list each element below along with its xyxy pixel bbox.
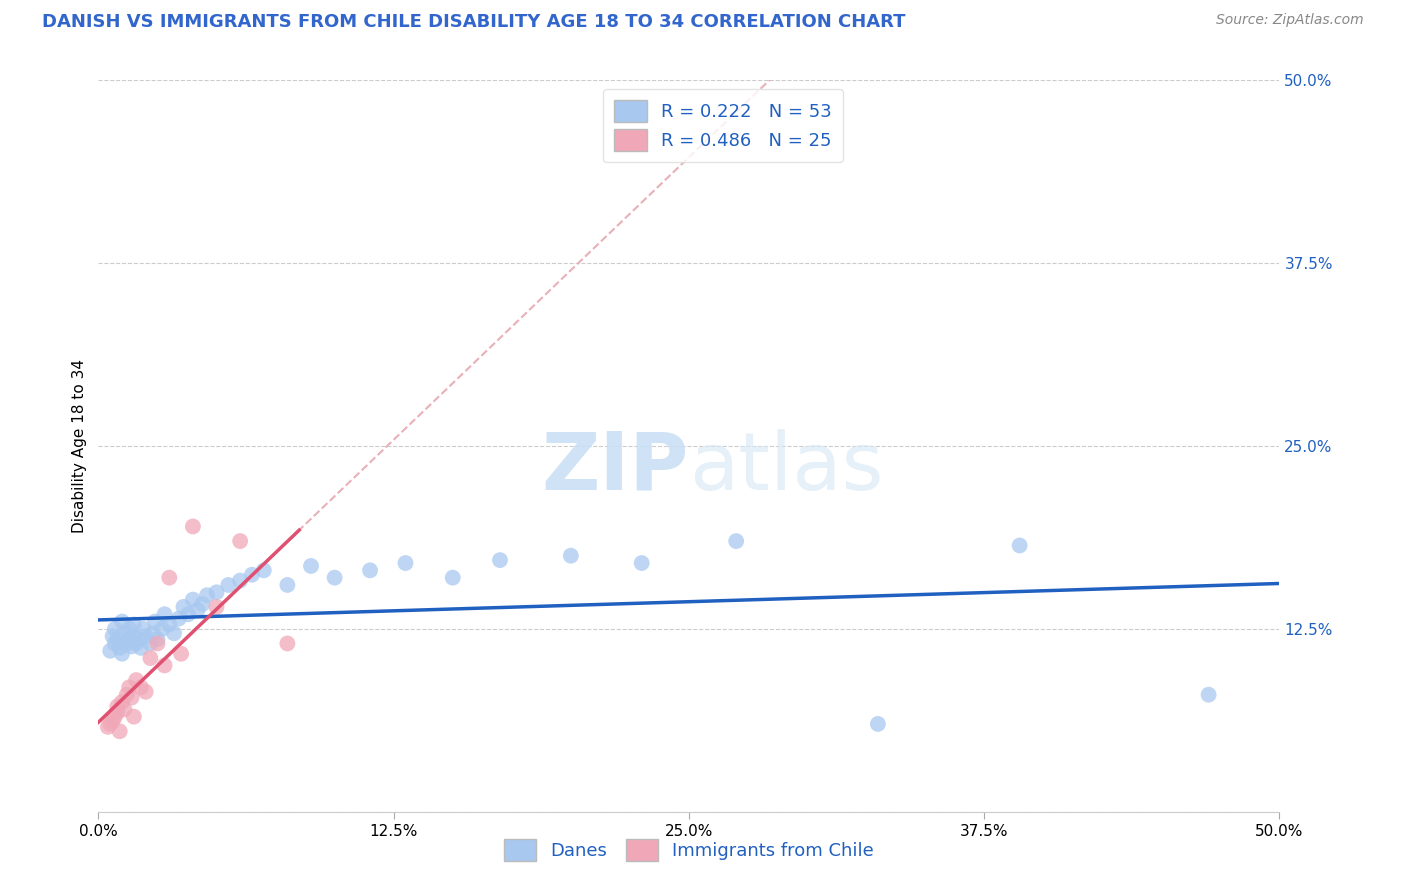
Point bbox=[104, 636, 127, 650]
Point bbox=[195, 588, 218, 602]
Point bbox=[441, 571, 464, 585]
Point bbox=[205, 585, 228, 599]
Point bbox=[135, 685, 157, 699]
Point bbox=[560, 549, 582, 563]
Point bbox=[146, 636, 169, 650]
Point bbox=[276, 636, 298, 650]
Point bbox=[118, 622, 141, 636]
Point bbox=[105, 699, 128, 714]
Y-axis label: Disability Age 18 to 34: Disability Age 18 to 34 bbox=[72, 359, 87, 533]
Point bbox=[112, 702, 135, 716]
Point bbox=[163, 626, 186, 640]
Point bbox=[323, 571, 346, 585]
Point bbox=[125, 636, 148, 650]
Point bbox=[725, 534, 748, 549]
Point bbox=[217, 578, 239, 592]
Point bbox=[489, 553, 512, 567]
Point bbox=[129, 681, 152, 695]
Text: atlas: atlas bbox=[689, 429, 883, 507]
Point bbox=[229, 534, 252, 549]
Point bbox=[187, 603, 209, 617]
Point bbox=[118, 632, 141, 646]
Text: Source: ZipAtlas.com: Source: ZipAtlas.com bbox=[1216, 13, 1364, 28]
Point bbox=[97, 720, 120, 734]
Point bbox=[122, 709, 145, 723]
Point bbox=[121, 640, 143, 654]
Point bbox=[105, 705, 128, 719]
Point bbox=[1008, 539, 1031, 553]
Point bbox=[181, 519, 204, 533]
Point bbox=[153, 658, 176, 673]
Point bbox=[153, 607, 176, 622]
Point bbox=[1198, 688, 1220, 702]
Point bbox=[172, 599, 194, 614]
Point bbox=[139, 636, 162, 650]
Point bbox=[276, 578, 298, 592]
Text: ZIP: ZIP bbox=[541, 429, 689, 507]
Point bbox=[128, 632, 150, 646]
Point bbox=[150, 622, 173, 636]
Point bbox=[115, 636, 138, 650]
Point bbox=[142, 626, 165, 640]
Point bbox=[111, 695, 134, 709]
Point bbox=[129, 640, 152, 655]
Point bbox=[104, 622, 127, 636]
Point bbox=[118, 681, 141, 695]
Point bbox=[630, 556, 652, 570]
Point bbox=[299, 558, 322, 573]
Point bbox=[157, 617, 180, 632]
Point bbox=[98, 644, 121, 658]
Point bbox=[111, 615, 134, 629]
Point bbox=[105, 632, 128, 646]
Point bbox=[122, 617, 145, 632]
Point bbox=[125, 673, 148, 687]
Point bbox=[132, 622, 155, 636]
Point bbox=[112, 626, 135, 640]
Point bbox=[143, 615, 166, 629]
Point bbox=[181, 592, 204, 607]
Point bbox=[157, 571, 180, 585]
Point bbox=[101, 714, 124, 728]
Point bbox=[139, 651, 162, 665]
Point bbox=[177, 607, 200, 622]
Point bbox=[121, 690, 143, 705]
Point bbox=[229, 574, 252, 588]
Point bbox=[111, 647, 134, 661]
Point bbox=[253, 563, 276, 577]
Text: DANISH VS IMMIGRANTS FROM CHILE DISABILITY AGE 18 TO 34 CORRELATION CHART: DANISH VS IMMIGRANTS FROM CHILE DISABILI… bbox=[42, 13, 905, 31]
Point bbox=[108, 724, 131, 739]
Point bbox=[866, 717, 889, 731]
Point bbox=[122, 629, 145, 643]
Point bbox=[115, 688, 138, 702]
Point bbox=[205, 599, 228, 614]
Point bbox=[146, 632, 169, 646]
Point bbox=[108, 640, 131, 655]
Point bbox=[167, 612, 190, 626]
Point bbox=[98, 717, 121, 731]
Legend: Danes, Immigrants from Chile: Danes, Immigrants from Chile bbox=[496, 832, 882, 869]
Point bbox=[191, 597, 214, 611]
Point bbox=[359, 563, 381, 577]
Point bbox=[104, 709, 127, 723]
Point bbox=[240, 567, 263, 582]
Point bbox=[101, 629, 124, 643]
Point bbox=[135, 629, 157, 643]
Point bbox=[170, 647, 193, 661]
Point bbox=[394, 556, 416, 570]
